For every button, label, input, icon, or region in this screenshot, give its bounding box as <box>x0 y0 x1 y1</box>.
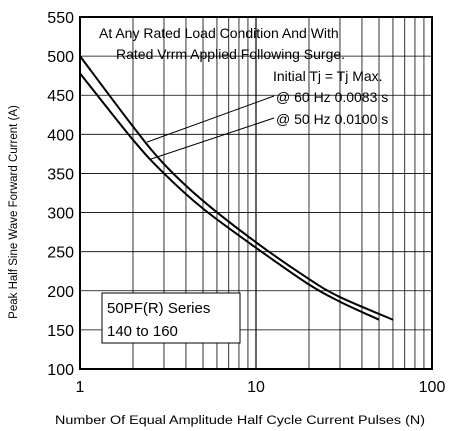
callout-line-1 <box>146 95 275 143</box>
annotation-line-5: @ 50 Hz 0.0100 s <box>276 111 388 127</box>
y-tick-label: 200 <box>47 284 74 301</box>
x-tick-label: 10 <box>247 379 265 396</box>
y-axis-title: Peak Half Sine Wave Forward Current (A) <box>8 105 20 319</box>
grid <box>80 17 432 369</box>
x-tick-label: 1 <box>76 379 85 396</box>
y-tick-label: 350 <box>47 166 74 183</box>
series-line-2 <box>79 72 380 321</box>
series-line-1 <box>79 55 394 321</box>
x-axis-title: Number Of Equal Amplitude Half Cycle Cur… <box>55 415 425 427</box>
annotation-line-1: At Any Rated Load Condition And With <box>99 25 339 41</box>
y-tick-label: 150 <box>47 323 74 340</box>
annotation-line-4: @ 60 Hz 0.0083 s <box>276 89 388 105</box>
plot-frame <box>79 16 433 370</box>
tick-labels: 1 10 100 100 150 200 250 300 350 400 450 500 550 <box>47 10 445 396</box>
y-tick-label: 550 <box>47 10 74 27</box>
y-tick-label: 500 <box>47 49 74 66</box>
y-tick-label: 250 <box>47 245 74 262</box>
y-tick-label: 400 <box>47 127 74 144</box>
annotation-line-2: Rated Vrrm Applied Following Surge. <box>116 46 345 62</box>
annotation-line-3: Initial Tj = Tj Max. <box>273 68 383 84</box>
callout-lines <box>146 95 275 160</box>
y-tick-label: 450 <box>47 88 74 105</box>
series-label-line-2: 140 to 160 <box>107 323 178 340</box>
series-label-box <box>101 292 241 344</box>
y-tick-label: 100 <box>47 362 74 379</box>
series-label-line-1: 50PF(R) Series <box>107 300 210 317</box>
callout-line-2 <box>149 117 275 160</box>
curves <box>79 55 394 321</box>
x-tick-label: 100 <box>419 379 446 396</box>
y-tick-label: 300 <box>47 206 74 223</box>
